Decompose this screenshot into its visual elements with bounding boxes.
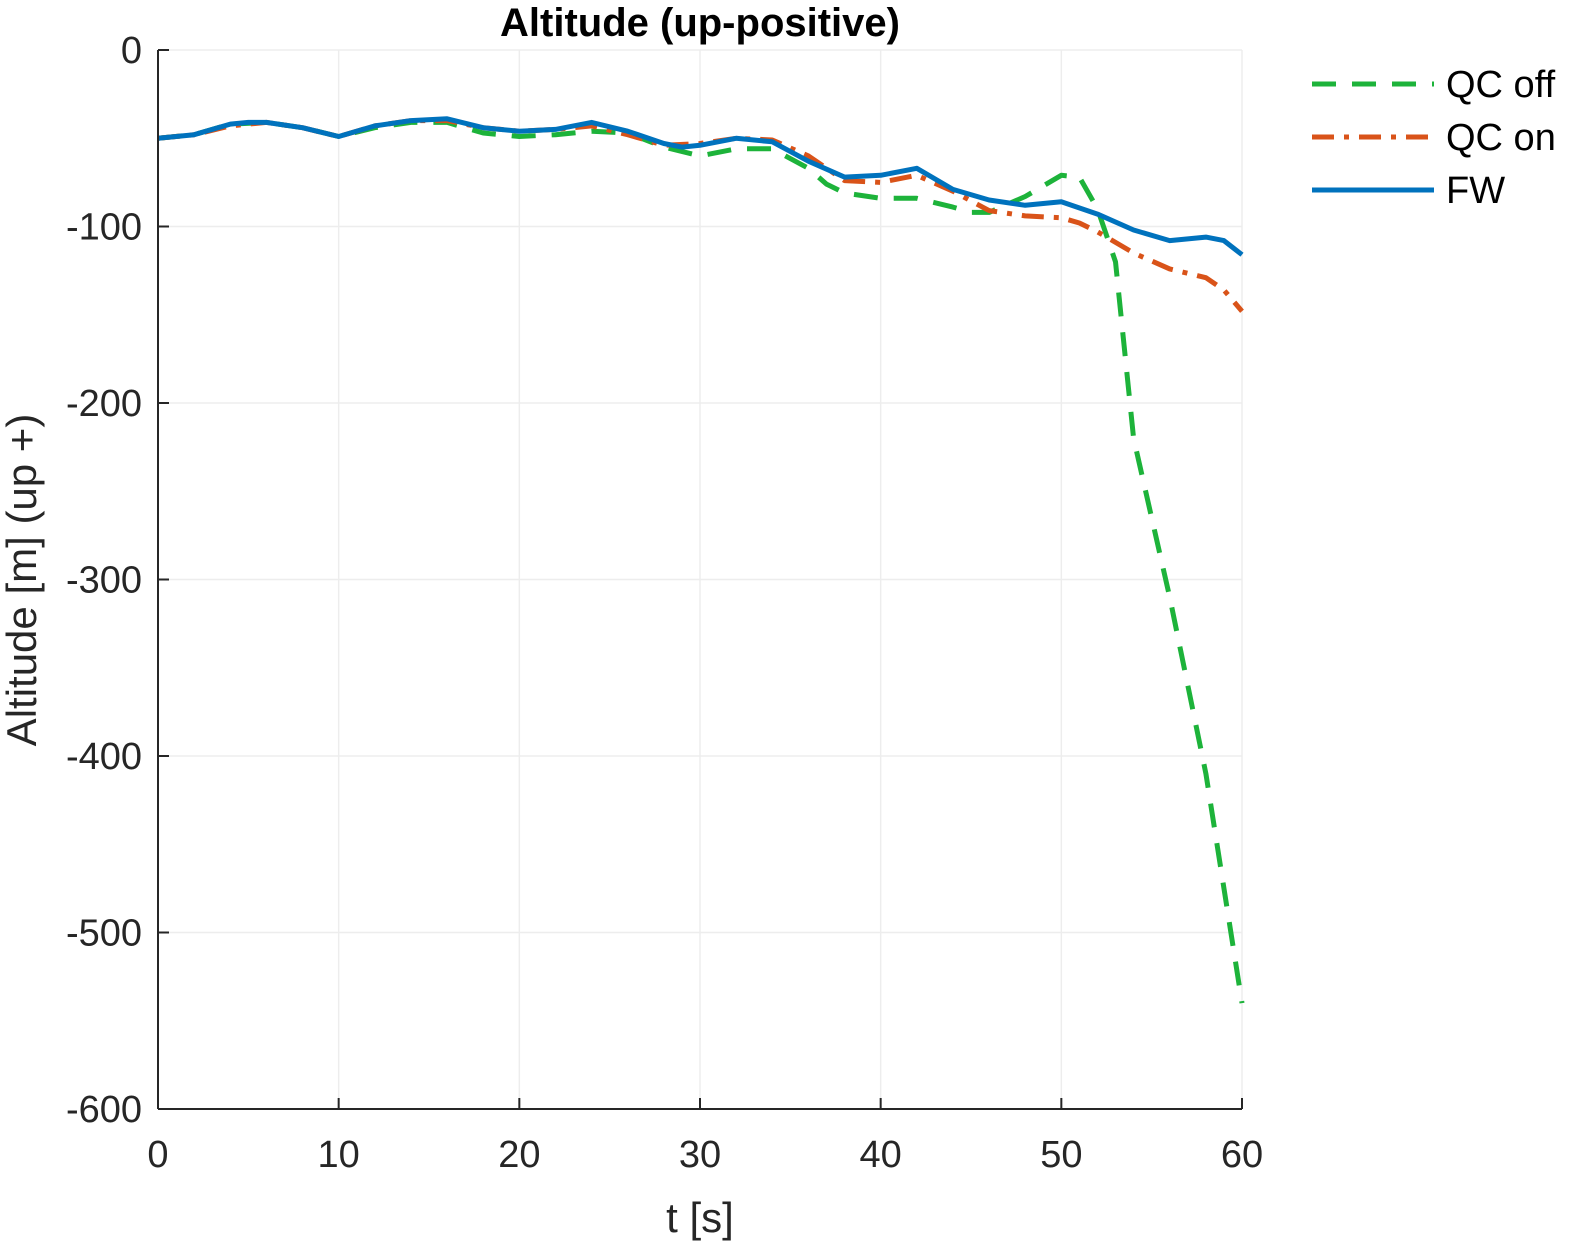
x-tick-label: 30 [679,1134,721,1176]
x-tick-label: 0 [147,1134,168,1176]
y-tick-label: -200 [66,383,142,425]
x-tick-label: 10 [318,1134,360,1176]
legend-label: FW [1446,170,1505,212]
x-tick-labels: 0 10 20 30 40 50 60 [147,1134,1263,1176]
x-axis-label: t [s] [666,1194,734,1241]
y-axis-label: Altitude [m] (up +) [0,414,45,747]
legend-label: QC off [1446,64,1556,106]
y-tick-label: -600 [66,1089,142,1131]
series-line-fw [157,116,1244,257]
chart-title: Altitude (up-positive) [500,1,900,45]
x-tick-label: 60 [1221,1134,1263,1176]
series-lines [157,116,1245,1004]
axes [157,49,1243,1110]
legend: QC off QC on FW [1312,64,1556,212]
y-tick-label: -100 [66,207,142,249]
legend-label: QC on [1446,117,1556,159]
x-tick-label: 40 [860,1134,902,1176]
y-tick-label: -500 [66,913,142,955]
y-tick-label: -300 [66,560,142,602]
x-tick-label: 50 [1040,1134,1082,1176]
y-tick-labels: 0 -100 -200 -300 -400 -500 -600 [66,30,142,1131]
x-tick-label: 20 [498,1134,540,1176]
y-tick-label: -400 [66,736,142,778]
y-tick-label: 0 [121,30,142,72]
